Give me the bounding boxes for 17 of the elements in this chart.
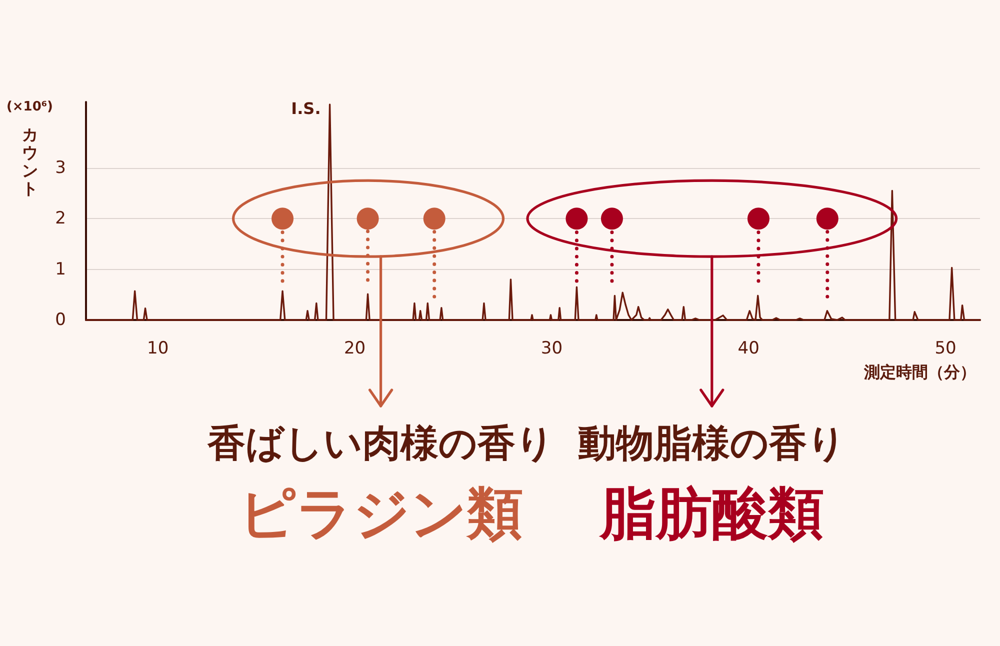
text: ピラジン類: [238, 482, 523, 546]
text: 香ばしい肉様の香り: [206, 421, 554, 465]
x-tick-label: 10: [147, 338, 169, 358]
x-tick-label: 50: [934, 338, 956, 358]
annotation: I.S.: [291, 99, 321, 118]
x-tick-label: 20: [344, 338, 366, 358]
text: 動物脂様の香り: [578, 421, 846, 465]
x-tick-label: 30: [540, 338, 563, 358]
y-tick-label: 1: [55, 259, 66, 280]
y-tick-label: 0: [55, 310, 66, 330]
line-series: [85, 104, 981, 321]
y-tick-label: 2: [55, 208, 66, 229]
x-axis-title: 測定時間（分）: [863, 362, 976, 382]
y-tick-label: 3: [55, 158, 66, 178]
text: 脂肪酸類: [598, 482, 824, 546]
x-tick-label: 40: [738, 338, 760, 358]
text: (×10⁶) カウント: [6, 100, 53, 198]
